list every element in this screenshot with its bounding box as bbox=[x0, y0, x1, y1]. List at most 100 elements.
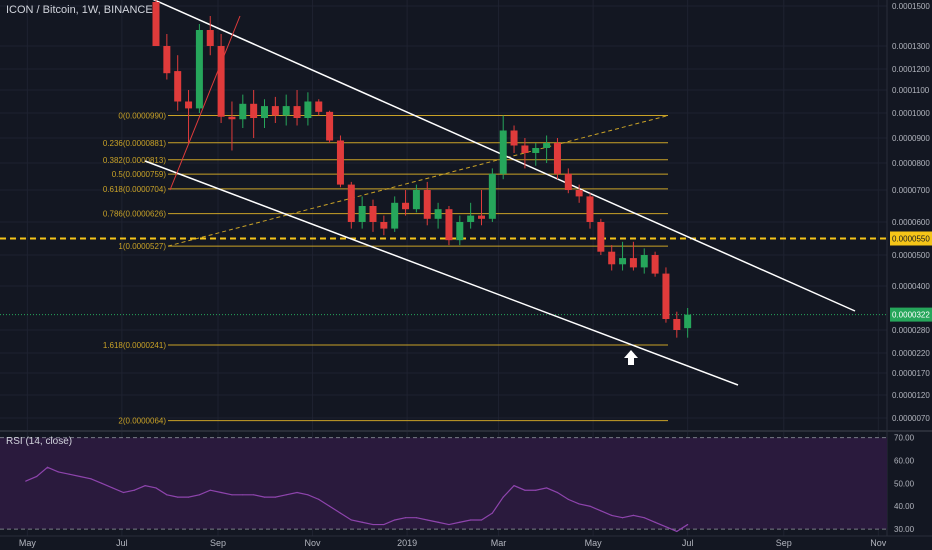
rsi-point bbox=[600, 510, 602, 512]
candle-body[interactable] bbox=[315, 101, 323, 112]
y-tick-label: 0.0000120 bbox=[892, 391, 930, 400]
rsi-point bbox=[621, 517, 624, 519]
rsi-point bbox=[220, 491, 222, 494]
rsi-point bbox=[480, 519, 483, 521]
rsi-point bbox=[611, 514, 613, 517]
candle-body[interactable] bbox=[684, 314, 692, 329]
y-tick-label: 0.0000280 bbox=[892, 326, 930, 335]
rsi-point bbox=[535, 489, 537, 491]
candle-body[interactable] bbox=[521, 145, 529, 154]
candle-body[interactable] bbox=[261, 106, 268, 118]
candle-body[interactable] bbox=[347, 184, 355, 222]
rsi-point bbox=[25, 480, 27, 482]
candle-body[interactable] bbox=[478, 215, 485, 219]
rsi-point bbox=[155, 487, 157, 489]
price-tag-last bbox=[890, 307, 932, 322]
candle-body[interactable] bbox=[575, 190, 583, 197]
rsi-point bbox=[394, 519, 396, 521]
candle-body[interactable] bbox=[423, 190, 431, 219]
rsi-point bbox=[687, 523, 689, 526]
rsi-point bbox=[112, 487, 114, 489]
y-tick-label: 0.0001500 bbox=[892, 2, 930, 11]
candle-body[interactable] bbox=[564, 173, 572, 190]
candle-body[interactable] bbox=[304, 101, 312, 119]
rsi-point bbox=[198, 494, 200, 496]
rsi-point bbox=[68, 473, 70, 475]
x-tick-label: Nov bbox=[305, 538, 322, 548]
candle-body[interactable] bbox=[445, 209, 453, 241]
rsi-point bbox=[46, 466, 49, 468]
candle-body[interactable] bbox=[326, 111, 334, 141]
rsi-point bbox=[339, 512, 342, 514]
rsi-point bbox=[231, 494, 233, 496]
candle-body[interactable] bbox=[412, 190, 420, 210]
candle-body[interactable] bbox=[532, 148, 540, 153]
candle-body[interactable] bbox=[499, 130, 507, 174]
y-tick-label: 0.0000700 bbox=[892, 186, 930, 195]
candle-body[interactable] bbox=[228, 116, 236, 120]
candle-body[interactable] bbox=[282, 106, 290, 116]
candle-body[interactable] bbox=[336, 140, 344, 185]
rsi-point bbox=[491, 512, 493, 514]
candle-body[interactable] bbox=[206, 30, 214, 46]
candle-body[interactable] bbox=[651, 255, 659, 274]
y-tick-label: 0.0000170 bbox=[892, 369, 930, 378]
y-tick-label: 0.0001200 bbox=[892, 65, 930, 74]
rsi-point bbox=[361, 521, 363, 523]
rsi-point bbox=[654, 521, 656, 523]
candle-body[interactable] bbox=[467, 215, 475, 222]
y-tick-label: 0.0001300 bbox=[892, 42, 930, 51]
candle-body[interactable] bbox=[434, 209, 442, 219]
candle-body[interactable] bbox=[163, 46, 171, 74]
candle-body[interactable] bbox=[369, 206, 377, 222]
y-tick-label: 0.0000900 bbox=[892, 134, 930, 143]
candle-body[interactable] bbox=[510, 130, 518, 146]
candle-body[interactable] bbox=[217, 46, 225, 117]
rsi-point bbox=[177, 496, 179, 498]
x-tick-label: May bbox=[19, 538, 37, 548]
candle-body[interactable] bbox=[456, 222, 464, 241]
rsi-point bbox=[79, 475, 81, 478]
candle-body[interactable] bbox=[640, 255, 648, 268]
candle-body[interactable] bbox=[391, 202, 399, 229]
up-arrow-icon bbox=[624, 350, 638, 365]
candle-body[interactable] bbox=[488, 173, 496, 219]
rsi-point bbox=[144, 485, 146, 487]
rsi-band bbox=[0, 437, 887, 530]
rsi-point bbox=[166, 494, 168, 496]
candle-body[interactable] bbox=[553, 143, 561, 174]
fib-level-label: 0(0.0000990) bbox=[118, 112, 166, 121]
candle-body[interactable] bbox=[597, 222, 605, 252]
candle-body[interactable] bbox=[619, 258, 627, 265]
price-tag-text: 0.0000550 bbox=[892, 235, 930, 244]
candle-body[interactable] bbox=[380, 222, 388, 229]
rsi-point bbox=[589, 505, 591, 507]
candle-body[interactable] bbox=[174, 71, 182, 102]
candle-body[interactable] bbox=[152, 1, 160, 46]
rsi-point bbox=[350, 519, 352, 521]
x-tick-label: 2019 bbox=[397, 538, 417, 548]
candle-body[interactable] bbox=[402, 202, 410, 210]
candle-body[interactable] bbox=[358, 206, 366, 222]
x-tick-label: Nov bbox=[870, 538, 887, 548]
candle-body[interactable] bbox=[239, 103, 247, 120]
x-tick-label: Jul bbox=[116, 538, 128, 548]
candle-body[interactable] bbox=[586, 196, 594, 222]
candle-body[interactable] bbox=[293, 106, 301, 118]
rsi-point bbox=[274, 496, 276, 498]
rsi-point bbox=[459, 521, 461, 523]
candle-body[interactable] bbox=[629, 258, 637, 268]
candle-body[interactable] bbox=[662, 273, 670, 319]
candle-body[interactable] bbox=[543, 143, 551, 148]
candle-body[interactable] bbox=[250, 103, 258, 118]
candle-body[interactable] bbox=[608, 251, 616, 265]
candle-body[interactable] bbox=[673, 319, 681, 330]
rsi-y-tick-label: 60.00 bbox=[894, 456, 915, 465]
candle-body[interactable] bbox=[185, 101, 193, 109]
rsi-point bbox=[448, 523, 450, 526]
y-tick-label: 0.0000600 bbox=[892, 218, 930, 227]
candle-body[interactable] bbox=[195, 30, 203, 109]
rsi-point bbox=[122, 491, 125, 494]
candle-body[interactable] bbox=[271, 106, 279, 116]
